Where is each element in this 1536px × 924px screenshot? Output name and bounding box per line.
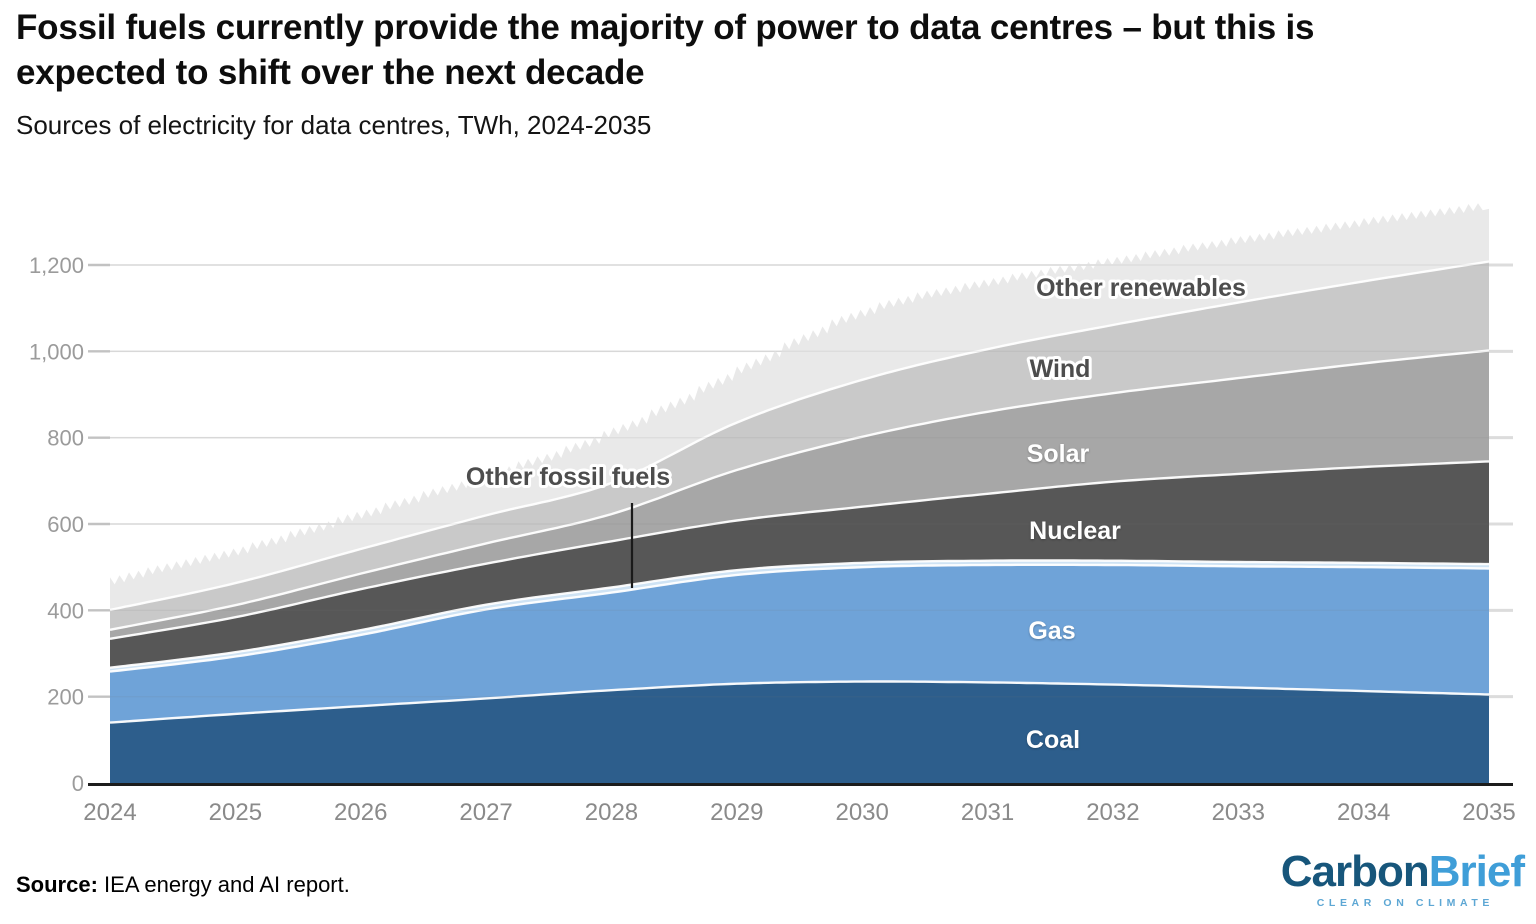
x-tick-label: 2030 [835,799,888,826]
area-gas [110,564,1489,723]
y-tick-label: 800 [47,426,84,451]
band-separator [109,559,1489,669]
logo-brief: Brief [1428,847,1525,896]
band-separator [109,680,1490,724]
x-tick-label: 2028 [585,799,638,826]
band-labels: Other renewables Wind Solar Nuclear Gas Coal [1026,271,1249,754]
source-note: Source: IEA energy and AI report. [16,872,350,898]
y-tick-label: 600 [47,512,84,537]
x-tick-label: 2031 [961,799,1014,826]
chart-subtitle: Sources of electricity for data centres,… [16,110,652,140]
source-label: Source: [16,872,98,897]
band-label-solar: Solar [1027,440,1090,468]
band-label-coal: Coal [1026,726,1080,754]
x-tick-label: 2032 [1086,799,1139,826]
x-tick-label: 2034 [1337,799,1390,826]
x-tick-label: 2029 [710,799,763,826]
x-tick-label: 2027 [459,799,512,826]
band-label-gas: Gas [1028,617,1075,645]
y-axis-labels: 0 200 400 600 800 1,000 1,200 [29,253,84,796]
logo-tagline: CLEAR ON CLIMATE [1316,897,1494,909]
area-solar [110,350,1489,639]
band-separator [109,563,1490,673]
band-separator [109,260,1490,612]
logo-carbon: Carbon [1280,847,1430,896]
y-tick-label: 400 [47,598,84,623]
band-separator [109,460,1490,640]
y-tick-label: 1,200 [29,253,84,278]
band-label-other-renewables: Other renewables [1036,274,1246,302]
band-separator [109,349,1490,631]
chart-title: Fossil fuels currently provide the major… [16,8,1315,92]
band-separators [109,260,1490,724]
area-other-renewables [110,203,1489,610]
x-tick-label: 2024 [83,799,136,826]
band-label-wind: Wind [1030,355,1091,383]
carbonbrief-logo: CarbonBrief CLEAR ON CLIMATE [1280,847,1525,910]
x-tick-label: 2033 [1212,799,1265,826]
annotation-other-fossil-fuels: Other fossil fuels [463,460,673,588]
x-axis-labels: 2024 2025 2026 2027 2028 2029 2030 2031 2032 2033… [83,799,1515,826]
area-wind [110,261,1489,630]
y-tick-label: 1,000 [29,339,84,364]
logo-wordmark: CarbonBrief [1280,847,1525,896]
x-tick-label: 2025 [209,799,262,826]
band-label-nuclear: Nuclear [1029,517,1121,545]
source-text: IEA energy and AI report. [97,872,350,897]
area-coal [110,681,1489,783]
annotation-label: Other fossil fuels [466,463,670,491]
y-tick-label: 200 [47,685,84,710]
y-tick-label: 0 [72,771,84,796]
x-tick-label: 2026 [334,799,387,826]
x-tick-label: 2035 [1462,799,1515,826]
